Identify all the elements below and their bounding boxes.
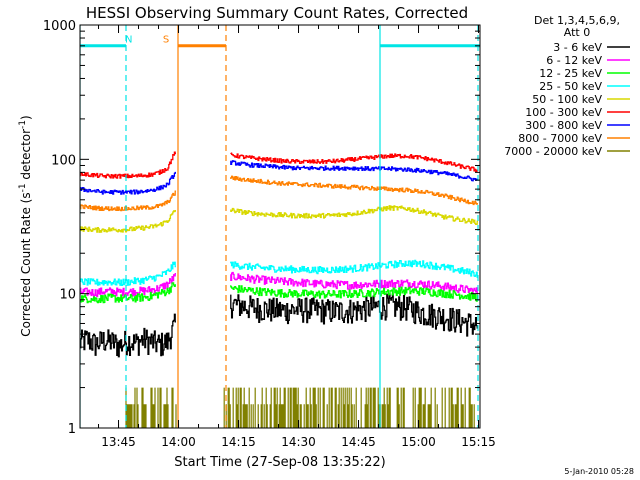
legend-label-2: 12 - 25 keV [539,67,602,80]
flag-layer [80,25,480,428]
series-line-800-7000-kev-before [80,190,176,212]
series-line-3-6-kev-before [80,313,176,358]
series-line-300-800-kev-before [80,171,176,195]
plot-frame [79,24,481,429]
flag-label-s: S [163,35,169,46]
y-axis-label-part: detector [19,129,33,184]
x-tick-label-6: 15:15 [461,435,496,449]
axis-layer: 13:45 14:00 14:15 14:30 14:45 15:00 15:15 1 10 10… [43,19,496,449]
chart-title: HESSI Observing Summary Count Rates, Cor… [86,4,468,22]
legend-header-0: Det 1,3,4,5,6,9, [534,14,620,27]
y-axis-label-part: Corrected Count Rate (s [19,192,33,336]
series-line-300-800-kev-after [230,160,478,182]
y-axis-label-part: ) [19,115,33,120]
y-tick-label-1: 10 [59,288,76,303]
y-axis-label-part: -1 [18,120,28,129]
legend-label-7: 800 - 7000 keV [518,132,602,145]
series-line-25-50-kev-after [230,259,478,278]
x-tick-label-0: 13:45 [101,435,136,449]
x-tick-label-1: 14:00 [161,435,196,449]
series-line-50-100-kev-after [230,205,478,226]
legend-header-1: Att 0 [564,26,590,39]
legend-label-3: 25 - 50 keV [539,80,602,93]
x-tick-label-2: 14:15 [221,435,256,449]
series-line-100-300-kev-after [230,152,478,173]
footer-date: 5-Jan-2010 05:28 [564,467,634,476]
legend-label-1: 6 - 12 keV [546,54,602,67]
legend-label-6: 300 - 800 keV [525,119,602,132]
legend-label-4: 50 - 100 keV [532,93,602,106]
y-tick-label-3: 1000 [43,19,76,34]
y-axis-label-part: -1 [18,183,28,192]
series-line-7000-20000-kev-burst-1 [223,387,475,428]
series-line-800-7000-kev-after [230,175,478,206]
y-axis-label: Corrected Count Rate (s-1 detector-1) [18,115,33,336]
series-line-7000-20000-kev-burst-0 [125,387,177,428]
series-line-12-25-kev-before [80,282,176,304]
flag-label-n: N [125,35,132,46]
series-line-25-50-kev-before [80,261,176,287]
x-tick-label-4: 14:45 [341,435,376,449]
series-line-100-300-kev-before [80,151,176,179]
legend-label-0: 3 - 6 keV [553,41,602,54]
x-tick-label-3: 14:30 [281,435,316,449]
x-axis-label: Start Time (27-Sep-08 13:35:22) [174,455,385,470]
series-line-50-100-kev-before [80,209,176,233]
y-tick-label-0: 1 [68,422,76,437]
series-layer [80,151,478,428]
series-line-6-12-kev-after [230,271,478,296]
x-tick-label-5: 15:00 [401,435,436,449]
legend-label-8: 7000 - 20000 keV [504,145,602,158]
legend-label-5: 100 - 300 keV [525,106,602,119]
series-line-6-12-kev-before [80,273,176,298]
series-line-3-6-kev-after [230,293,478,337]
series-line-12-25-kev-after [230,285,478,302]
y-tick-label-2: 100 [51,153,76,168]
